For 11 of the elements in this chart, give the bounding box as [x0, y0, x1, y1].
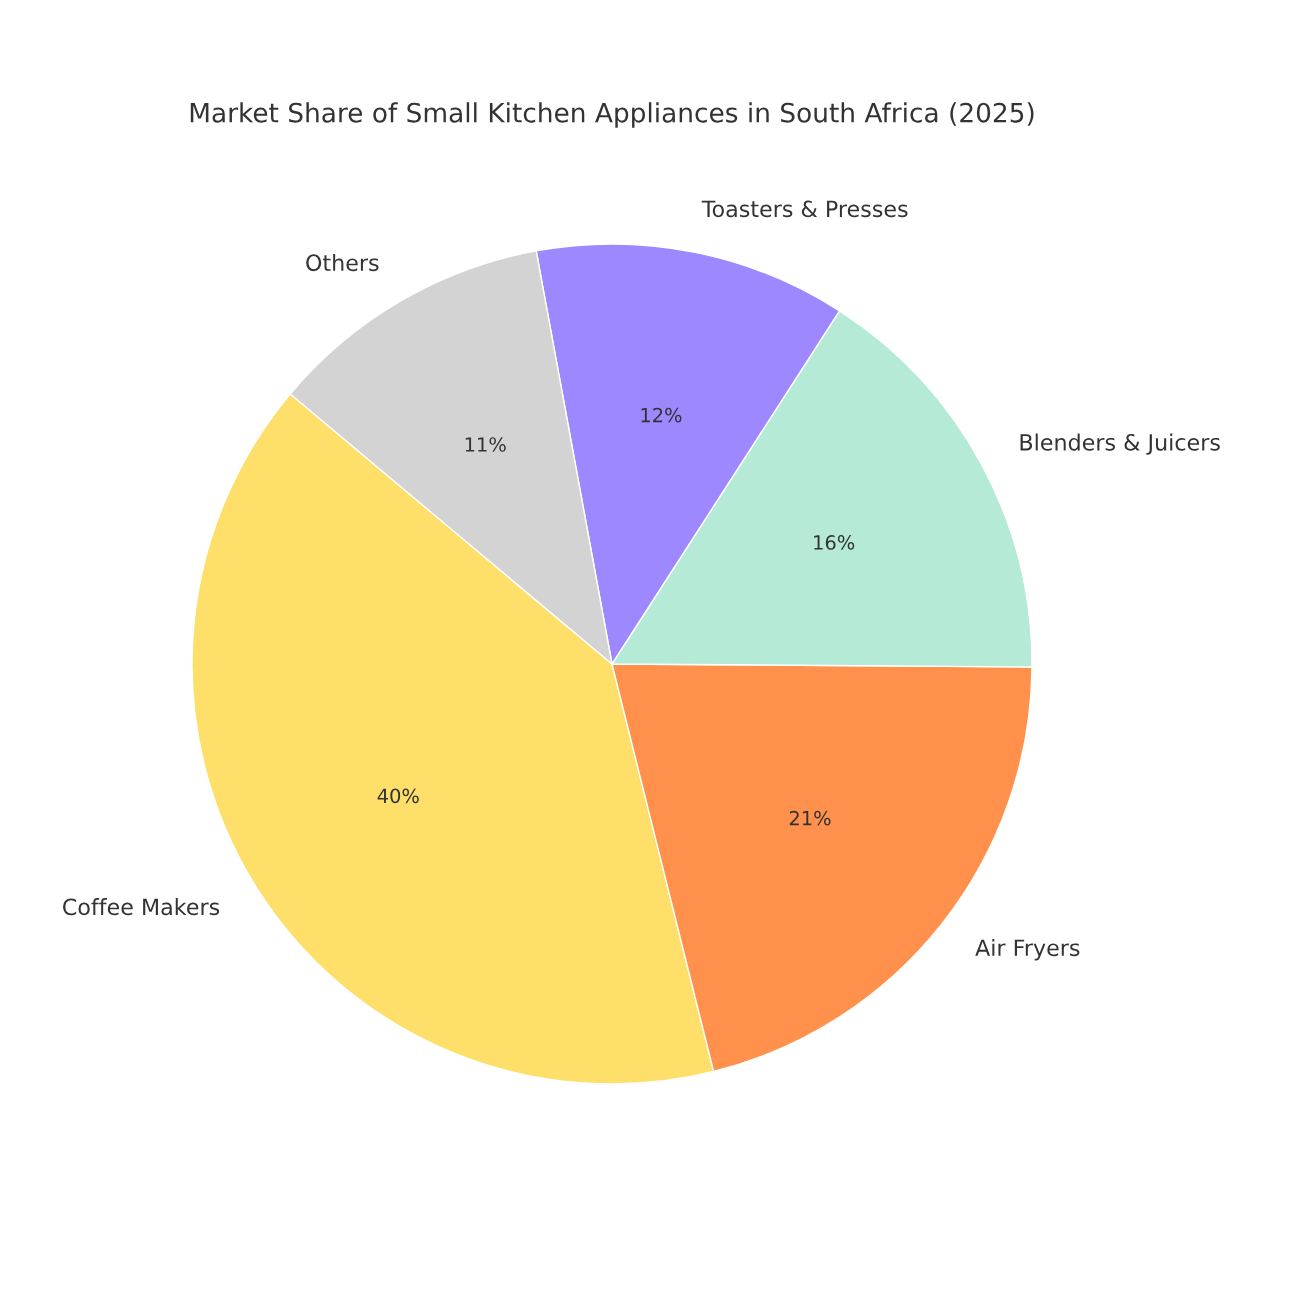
slice-label: Others: [306, 253, 379, 272]
slice-label: Blenders & Juicers: [1020, 433, 1220, 455]
slice-label: Coffee Makers: [63, 898, 220, 916]
slice-label: Toasters & Presses: [701, 200, 908, 218]
chart-title: Market Share of Small Kitchen Appliances in South Africa (2025): [190, 102, 1034, 128]
data-label: 21%: [789, 810, 831, 826]
data-label: 11%: [465, 437, 506, 452]
data-label: 40%: [377, 788, 419, 804]
data-label: 12%: [641, 407, 682, 423]
data-label: 16%: [814, 535, 855, 550]
slice-label: Air Fryers: [975, 938, 1080, 961]
